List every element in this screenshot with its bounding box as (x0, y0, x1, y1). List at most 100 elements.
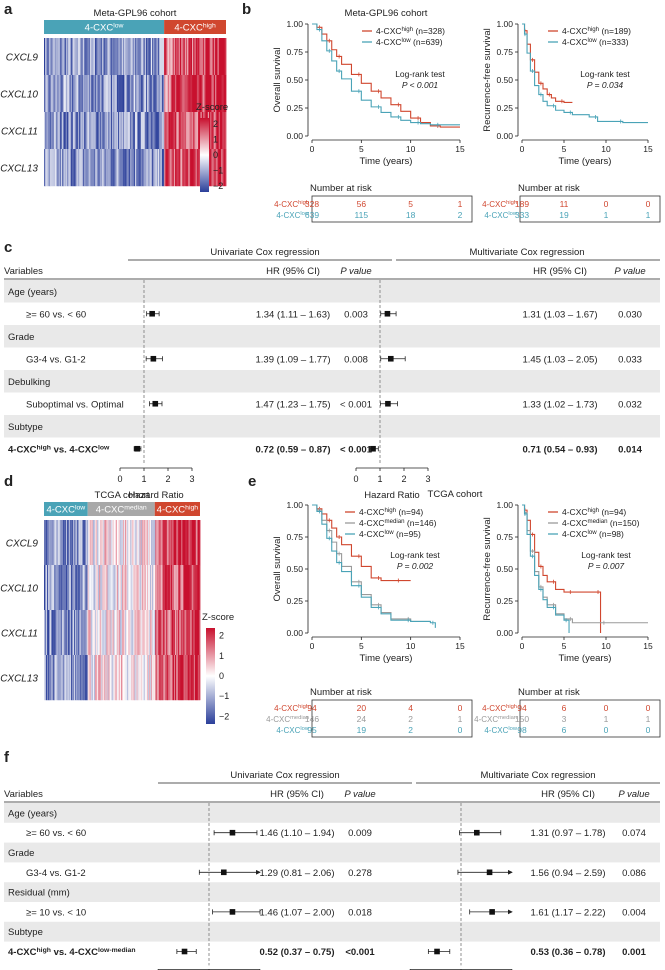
heat-cell (155, 655, 157, 701)
heat-cell (162, 112, 165, 150)
heat-cell (156, 149, 159, 187)
heat-cell (135, 655, 137, 701)
heat-cell (139, 112, 142, 150)
gene-label: CXCL9 (6, 539, 39, 550)
heat-cell (144, 610, 147, 656)
heat-cell (48, 565, 50, 611)
heat-cell (128, 149, 131, 187)
risk-value: 146 (305, 714, 319, 724)
label-tail: (n=328) (413, 26, 445, 36)
heat-cell (107, 520, 109, 566)
heat-cell (108, 655, 110, 701)
heat-cell (201, 38, 204, 76)
heat-cell (141, 75, 143, 113)
heat-cell (59, 75, 62, 113)
panel-letter-b: b (242, 1, 251, 18)
risk-value: 20 (357, 703, 367, 713)
heat-cell (121, 38, 124, 76)
label-base: 4-CXC (484, 726, 508, 735)
y-tick-label: 0.00 (496, 628, 513, 638)
heat-cell (141, 610, 144, 656)
heat-cell (217, 149, 220, 187)
heat-cell (221, 38, 223, 76)
heat-cell (133, 520, 135, 566)
heat-cell (183, 112, 186, 150)
heat-cell (77, 565, 79, 611)
heat-cell (91, 38, 93, 76)
label-tail: (n=95) (394, 529, 421, 539)
hr-value: 0.53 (0.36 – 0.78) (531, 947, 606, 958)
heat-cell (189, 75, 192, 113)
heat-cell (197, 610, 200, 656)
heat-cell (123, 610, 125, 656)
heat-cell (140, 565, 143, 611)
heat-cell (167, 655, 170, 701)
heat-cell (135, 610, 137, 656)
heat-cell (52, 112, 55, 150)
heat-cell (83, 520, 85, 566)
heat-cell (134, 655, 136, 701)
heat-cell (111, 565, 114, 611)
heat-cell (194, 610, 197, 656)
heat-cell (130, 520, 132, 566)
heat-cell (223, 75, 226, 113)
heat-cell (177, 655, 179, 701)
risk-title: Number at risk (310, 687, 372, 698)
heat-cell (65, 38, 68, 76)
heat-cell (48, 655, 50, 701)
heat-cell (149, 655, 151, 701)
y-tick-label: 1.00 (286, 19, 303, 29)
risk-value: 95 (307, 725, 317, 735)
heat-cell (216, 38, 218, 76)
heat-cell (162, 38, 165, 76)
heat-cell (57, 520, 59, 566)
heat-cell (224, 75, 227, 113)
heat-cell (138, 655, 141, 701)
heat-cell (51, 38, 53, 76)
heat-cell (175, 655, 177, 701)
heat-cell (218, 112, 221, 150)
group-bar-low (44, 502, 88, 516)
heat-cell (98, 610, 100, 656)
heat-cell (57, 655, 59, 701)
heat-cell (189, 38, 192, 76)
x-tick-label: 5 (359, 144, 364, 154)
heat-cell (103, 610, 105, 656)
risk-row-label-low: 4-CXClow (276, 726, 309, 735)
heat-cell (122, 75, 125, 113)
heat-cell (113, 38, 115, 76)
heat-cell (146, 655, 149, 701)
heat-cell (179, 75, 182, 113)
heat-cell (200, 75, 203, 113)
heat-cell (50, 75, 52, 113)
heat-cell (134, 565, 136, 611)
heat-cell (90, 565, 93, 611)
heat-cell (56, 655, 58, 701)
heat-cell (104, 565, 106, 611)
heat-cell (195, 112, 198, 150)
label-sup: high (298, 200, 309, 206)
heat-cell (44, 149, 46, 187)
heat-cell (94, 610, 97, 656)
heat-cell (137, 75, 140, 113)
heat-cell (135, 565, 137, 611)
row-stripe (4, 415, 660, 438)
heat-cell (176, 38, 178, 76)
heat-cell (44, 610, 46, 656)
heat-cell (79, 520, 81, 566)
forest-tick-label: 0 (117, 474, 122, 484)
group-bar-low (44, 20, 165, 34)
hr-value: 1.61 (1.17 – 2.22) (531, 907, 606, 918)
heat-cell (107, 38, 109, 76)
heat-cell (106, 520, 108, 566)
heat-cell (63, 610, 66, 656)
heat-cell (127, 112, 130, 150)
heat-cell (68, 565, 71, 611)
heat-cell (150, 75, 153, 113)
heat-cell (63, 149, 66, 187)
heat-cell (45, 610, 47, 656)
heat-cell (49, 520, 51, 566)
heat-cell (103, 655, 105, 701)
